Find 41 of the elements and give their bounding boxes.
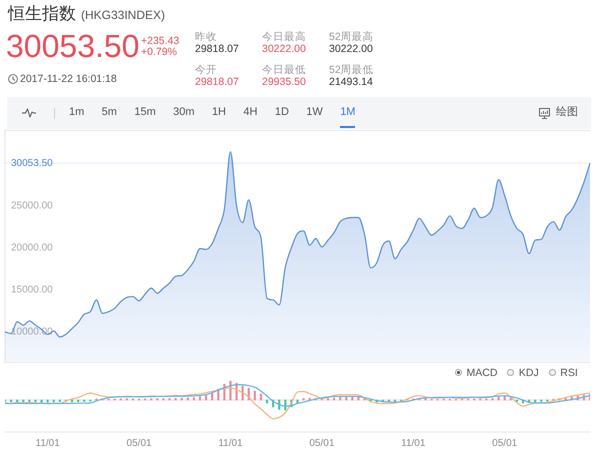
category-label: 1W bbox=[306, 106, 323, 120]
text: +235.43 bbox=[141, 34, 180, 46]
text: 昨收 bbox=[195, 30, 217, 42]
category-label: 5m bbox=[102, 106, 117, 120]
y-tick-label: 20000.00 bbox=[11, 242, 54, 254]
category-label: 15m bbox=[134, 106, 156, 120]
text: 52周最低 bbox=[329, 64, 374, 76]
text: 2017-11-22 16:01:18 bbox=[20, 72, 117, 84]
text: 29818.07 bbox=[195, 76, 239, 88]
x-tick-label: 05/01 bbox=[309, 438, 335, 449]
text: 52周最高 bbox=[329, 30, 374, 42]
category-label: 1M bbox=[340, 106, 356, 128]
category-label: 1m bbox=[69, 106, 84, 120]
category-label: 1H bbox=[212, 106, 226, 120]
x-tick-label: 05/01 bbox=[126, 438, 152, 449]
x-tick-label: 05/01 bbox=[492, 438, 518, 449]
text: 绘图 bbox=[556, 106, 578, 118]
text: 21493.14 bbox=[329, 76, 373, 88]
text: 30222.00 bbox=[262, 42, 306, 54]
text: 30053.50 bbox=[6, 28, 140, 64]
text: 今日最低 bbox=[262, 64, 306, 76]
text: RSI bbox=[560, 366, 578, 378]
text: 30222.00 bbox=[329, 42, 373, 54]
text: +0.79% bbox=[141, 46, 177, 58]
category-label: 30m bbox=[173, 106, 195, 120]
y-tick-label: 25000.00 bbox=[11, 200, 54, 212]
text: 29935.50 bbox=[262, 76, 306, 88]
ref-line-label: 30053.50 bbox=[11, 158, 54, 169]
x-tick-label: 11/01 bbox=[36, 438, 60, 449]
x-tick-label: 11/01 bbox=[218, 438, 244, 449]
text: 恒生指数 bbox=[8, 4, 76, 23]
text: KDJ bbox=[518, 366, 539, 378]
text: 29818.07 bbox=[195, 42, 239, 54]
x-tick-label: 11/01 bbox=[401, 438, 426, 449]
text: 今开 bbox=[195, 64, 217, 76]
y-tick-label: 15000.00 bbox=[11, 284, 54, 296]
category-label: 1D bbox=[274, 106, 289, 120]
text: 今日最高 bbox=[262, 30, 306, 42]
category-label: 4H bbox=[243, 106, 258, 120]
text: (HKG33INDEX) bbox=[81, 8, 166, 22]
text: MACD bbox=[466, 366, 498, 378]
